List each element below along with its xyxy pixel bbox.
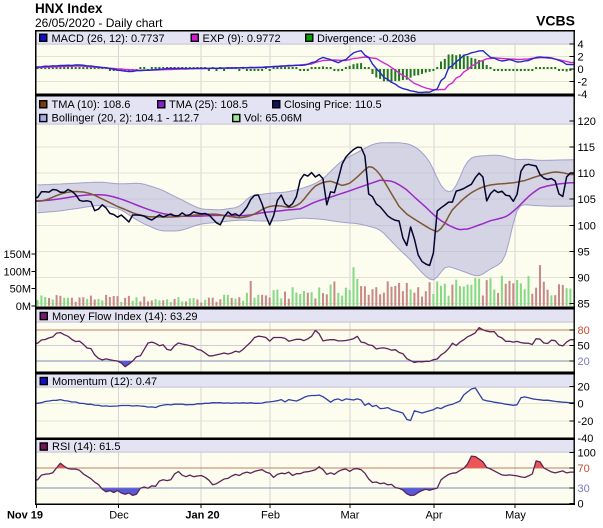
svg-text:Apr: Apr (425, 510, 442, 522)
svg-text:70: 70 (578, 463, 590, 475)
svg-text:Money Flow Index (14): 63.29: Money Flow Index (14): 63.29 (52, 311, 198, 323)
svg-text:20: 20 (578, 356, 590, 368)
svg-text:Dec: Dec (109, 510, 129, 522)
svg-text:RSI (14): 61.5: RSI (14): 61.5 (52, 441, 120, 453)
svg-text:-40: -40 (578, 433, 594, 445)
svg-text:0M: 0M (16, 301, 31, 313)
svg-text:0: 0 (578, 399, 584, 411)
svg-text:30: 30 (578, 483, 590, 495)
svg-text:Mar: Mar (341, 510, 360, 522)
svg-text:HNX Index: HNX Index (35, 1, 103, 16)
svg-text:Divergence: -0.2036: Divergence: -0.2036 (317, 33, 416, 45)
svg-text:Closing Price: 110.5: Closing Price: 110.5 (284, 99, 382, 111)
svg-text:TMA (25): 108.5: TMA (25): 108.5 (169, 99, 248, 111)
svg-text:20: 20 (578, 381, 590, 393)
svg-text:-20: -20 (578, 416, 594, 428)
svg-text:105: 105 (578, 194, 596, 206)
svg-text:50: 50 (578, 341, 590, 353)
svg-text:150M: 150M (3, 249, 31, 261)
svg-text:100: 100 (578, 220, 596, 232)
svg-text:26/05/2020 - Daily chart: 26/05/2020 - Daily chart (35, 16, 163, 30)
svg-text:80: 80 (578, 325, 590, 337)
svg-text:85: 85 (578, 298, 590, 310)
svg-text:Feb: Feb (261, 510, 280, 522)
svg-text:Nov 19: Nov 19 (7, 510, 43, 522)
svg-text:100M: 100M (3, 266, 31, 278)
svg-text:120: 120 (578, 116, 596, 128)
svg-text:-4: -4 (578, 89, 588, 101)
svg-text:2: 2 (578, 51, 584, 63)
svg-text:50M: 50M (10, 284, 31, 296)
svg-text:TMA (10): 108.6: TMA (10): 108.6 (52, 99, 131, 111)
svg-text:Vol: 65.06M: Vol: 65.06M (244, 113, 302, 125)
svg-text:100: 100 (578, 448, 596, 460)
svg-text:0: 0 (578, 64, 584, 76)
svg-text:115: 115 (578, 142, 596, 154)
svg-text:Momentum (12): 0.47: Momentum (12): 0.47 (52, 376, 157, 388)
svg-text:Jan 20: Jan 20 (185, 510, 219, 522)
svg-text:95: 95 (578, 246, 590, 258)
svg-text:0: 0 (578, 499, 584, 511)
svg-text:Bollinger (20, 2): 104.1 - 112: Bollinger (20, 2): 104.1 - 112.7 (52, 113, 200, 125)
svg-text:-2: -2 (578, 77, 588, 89)
svg-text:90: 90 (578, 272, 590, 284)
svg-text:4: 4 (578, 39, 584, 51)
svg-text:110: 110 (578, 168, 596, 180)
svg-text:EXP (9): 0.9772: EXP (9): 0.9772 (203, 33, 281, 45)
svg-text:VCBS: VCBS (536, 13, 575, 29)
svg-text:MACD (26, 12): 0.7737: MACD (26, 12): 0.7737 (52, 33, 165, 45)
svg-text:May: May (505, 510, 526, 522)
